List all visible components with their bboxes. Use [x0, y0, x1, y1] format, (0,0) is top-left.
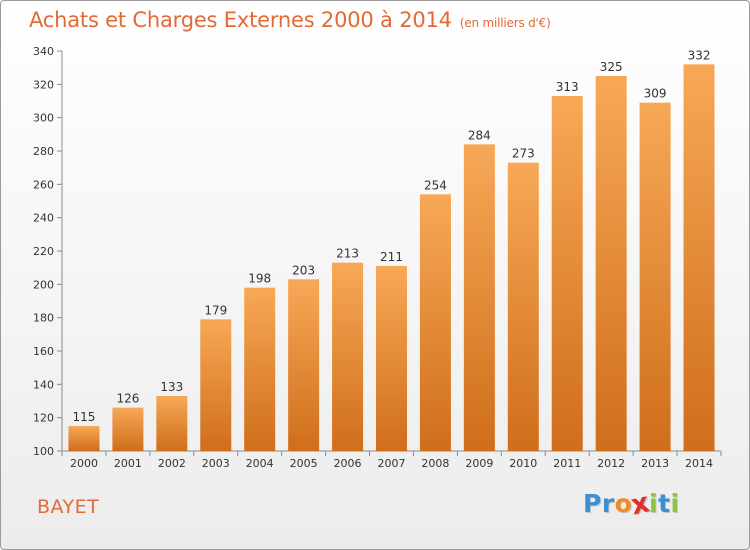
logo-letter: i — [649, 489, 659, 518]
logo-letter: P — [583, 489, 602, 518]
bar-2001 — [112, 407, 144, 451]
data-label: 313 — [556, 80, 579, 94]
bar-2008 — [419, 194, 451, 452]
x-tick-label: 2003 — [202, 457, 230, 470]
data-label: 325 — [600, 60, 623, 74]
bar-2005 — [288, 279, 320, 451]
y-tick-label: 300 — [33, 112, 54, 125]
y-tick-label: 260 — [33, 178, 54, 191]
data-label: 179 — [204, 303, 227, 317]
x-tick-label: 2008 — [421, 457, 449, 470]
data-label: 332 — [688, 48, 711, 62]
y-tick-label: 100 — [33, 445, 54, 458]
x-tick-label: 2010 — [509, 457, 537, 470]
x-tick-label: 2000 — [70, 457, 98, 470]
y-tick-label: 340 — [33, 45, 54, 58]
data-label: 309 — [644, 87, 667, 101]
logo-letter: r — [601, 489, 615, 518]
x-tick-label: 2005 — [290, 457, 318, 470]
logo-letter: i — [670, 489, 680, 518]
bar-2004 — [244, 287, 276, 451]
chart-unit: (en milliers d'€) — [459, 16, 551, 30]
bar-2012 — [595, 76, 627, 451]
bar-2006 — [332, 262, 364, 451]
chart-title-text: Achats et Charges Externes 2000 à 2014 — [29, 8, 452, 32]
logo-letter: o — [614, 489, 633, 518]
bar-2010 — [507, 162, 539, 451]
data-label: 203 — [292, 263, 315, 277]
proxiti-logo: Proxiti — [583, 486, 680, 521]
x-tick-label: 2002 — [158, 457, 186, 470]
x-tick-label: 2004 — [246, 457, 274, 470]
data-label: 284 — [468, 128, 491, 142]
bar-2002 — [156, 396, 188, 451]
x-tick-label: 2001 — [114, 457, 142, 470]
bar-2000 — [68, 426, 100, 451]
y-tick-label: 180 — [33, 312, 54, 325]
bar-2011 — [551, 96, 583, 451]
y-tick-label: 120 — [33, 412, 54, 425]
x-tick-label: 2011 — [553, 457, 581, 470]
x-tick-label: 2014 — [685, 457, 713, 470]
y-tick-label: 240 — [33, 212, 54, 225]
bar-2007 — [376, 266, 407, 451]
place-name: BAYET — [37, 496, 100, 518]
y-tick-label: 140 — [33, 378, 54, 391]
data-label: 126 — [116, 392, 139, 406]
x-tick-label: 2009 — [465, 457, 493, 470]
logo-letter: t — [658, 489, 671, 518]
x-tick-label: 2006 — [334, 457, 362, 470]
data-label: 213 — [336, 247, 359, 261]
y-tick-label: 200 — [33, 278, 54, 291]
y-tick-label: 160 — [33, 345, 54, 358]
bar-2014 — [683, 64, 715, 452]
x-tick-label: 2013 — [641, 457, 669, 470]
x-tick-label: 2012 — [597, 457, 625, 470]
bar-2009 — [463, 144, 495, 452]
data-label: 273 — [512, 147, 535, 161]
chart-title: Achats et Charges Externes 2000 à 2014 (e… — [29, 8, 551, 32]
data-label: 254 — [424, 178, 447, 192]
data-label: 198 — [248, 272, 271, 286]
bar-2003 — [200, 319, 232, 451]
x-tick-label: 2007 — [378, 457, 406, 470]
y-tick-label: 280 — [33, 145, 54, 158]
data-label: 133 — [160, 380, 183, 394]
y-tick-label: 320 — [33, 78, 54, 91]
data-label: 115 — [73, 410, 96, 424]
bar-2013 — [639, 102, 671, 452]
y-tick-label: 220 — [33, 245, 54, 258]
data-label: 211 — [380, 250, 403, 264]
